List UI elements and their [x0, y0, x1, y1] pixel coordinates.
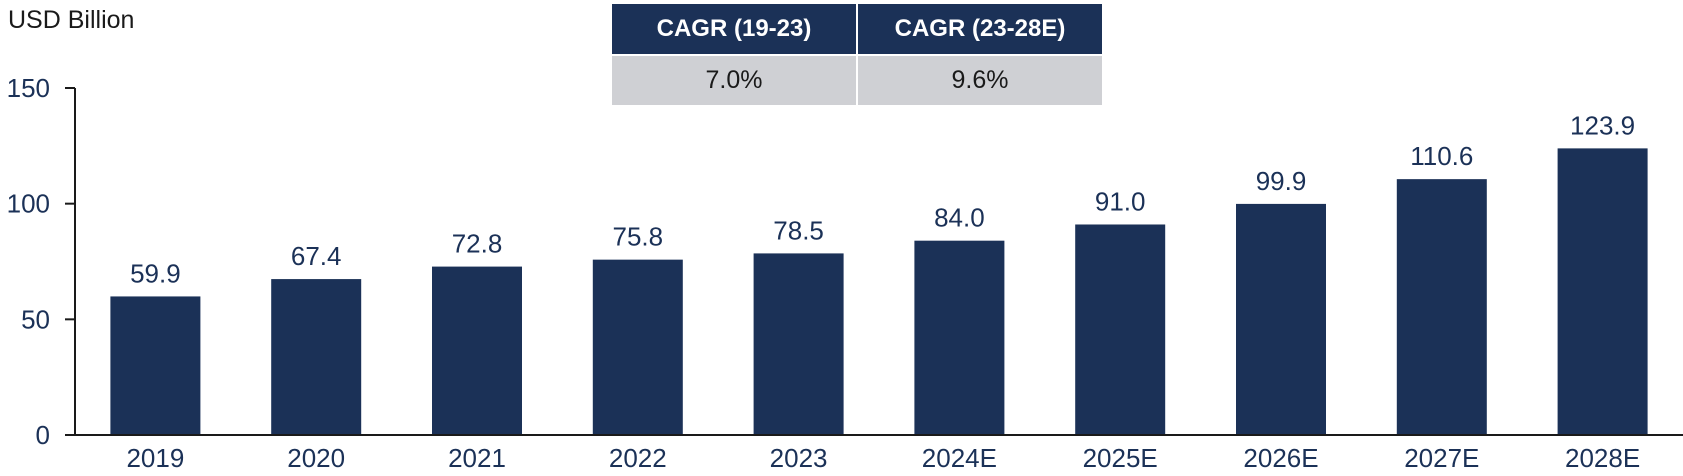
- x-tick-label-2025E: 2025E: [1083, 443, 1158, 473]
- x-tick-label-2021: 2021: [448, 443, 506, 473]
- bar-2023: [753, 253, 844, 435]
- cagr-header-row: CAGR (19-23) CAGR (23-28E): [610, 2, 1104, 56]
- value-label-2026E: 99.9: [1256, 166, 1307, 196]
- value-label-2022: 75.8: [612, 222, 663, 252]
- x-tick-label-2024E: 2024E: [922, 443, 997, 473]
- cagr-value-row: 7.0% 9.6%: [610, 54, 1104, 107]
- value-labels-group: 59.9 67.4 72.8 75.8 78.5 84.0 91.0 99.9 110.6 123…: [130, 110, 1635, 288]
- x-tick-label-2028E: 2028E: [1565, 443, 1640, 473]
- cagr-table: CAGR (19-23) CAGR (23-28E) 7.0% 9.6%: [610, 2, 1104, 107]
- y-axis: 0 50 100 150: [7, 73, 75, 450]
- value-label-2025E: 91.0: [1095, 186, 1146, 216]
- value-label-2024E: 84.0: [934, 203, 985, 233]
- bar-2028E: [1557, 148, 1648, 436]
- bar-2022: [592, 259, 683, 435]
- cagr-value-23-28e: 9.6%: [856, 54, 1104, 107]
- x-tick-label-2027E: 2027E: [1404, 443, 1479, 473]
- value-label-2023: 78.5: [773, 215, 824, 245]
- cagr-header-19-23: CAGR (19-23): [610, 2, 858, 56]
- value-label-2027E: 110.6: [1410, 141, 1473, 171]
- value-label-2020: 67.4: [291, 241, 342, 271]
- y-tick-label: 100: [7, 189, 50, 219]
- bar-2027E: [1396, 179, 1487, 435]
- y-axis-unit-label: USD Billion: [8, 6, 135, 34]
- y-tick-label: 0: [36, 420, 50, 450]
- x-tick-label-2022: 2022: [609, 443, 667, 473]
- x-tick-label-2023: 2023: [770, 443, 828, 473]
- cagr-value-19-23: 7.0%: [610, 54, 858, 107]
- y-tick-label: 50: [21, 304, 50, 334]
- x-tick-label-2019: 2019: [126, 443, 184, 473]
- x-tick-label-2026E: 2026E: [1243, 443, 1318, 473]
- bar-2020: [271, 279, 362, 435]
- bar-2026E: [1236, 203, 1326, 435]
- bars-group: [110, 148, 1648, 436]
- value-label-2021: 72.8: [452, 229, 503, 259]
- cagr-header-23-28e: CAGR (23-28E): [856, 2, 1104, 56]
- x-tick-label-2020: 2020: [287, 443, 345, 473]
- bar-2025E: [1075, 224, 1166, 435]
- bar-2024E: [914, 240, 1005, 435]
- value-label-2028E: 123.9: [1570, 110, 1635, 140]
- value-label-2019: 59.9: [130, 258, 181, 288]
- bar-2021: [432, 266, 522, 435]
- x-axis: 2019 2020 2021 2022 2023 2024E 2025E 2026E 2027E…: [126, 443, 1640, 473]
- bar-2019: [110, 296, 201, 435]
- y-tick-label: 150: [7, 73, 50, 103]
